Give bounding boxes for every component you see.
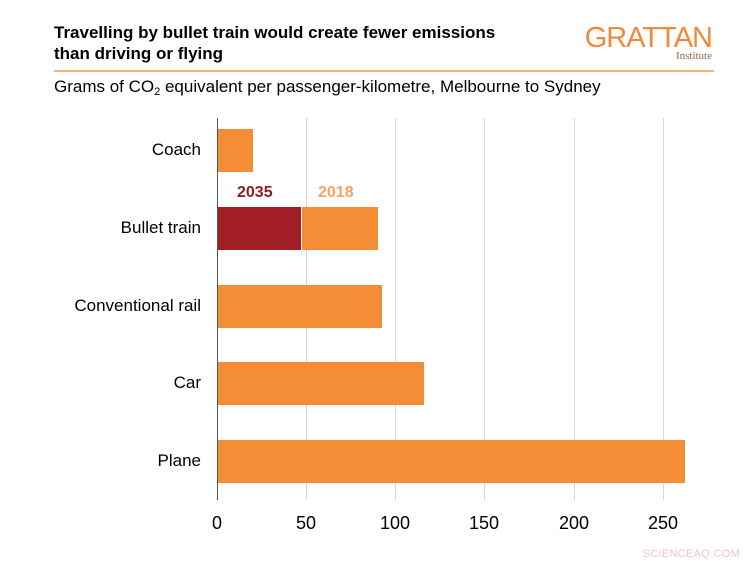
category-label-bullet-train: Bullet train	[120, 218, 201, 237]
category-label-plane: Plane	[157, 451, 201, 470]
gridline-100	[395, 118, 396, 500]
chart-title-line-1: Travelling by bullet train would create …	[54, 23, 496, 42]
bar-car-2018	[218, 362, 424, 405]
x-tick-200: 200	[558, 513, 590, 533]
x-tick-250: 250	[647, 513, 679, 533]
x-tick-150: 150	[468, 513, 500, 533]
category-label-conventional-rail: Conventional rail	[74, 296, 201, 315]
x-tick-100: 100	[379, 513, 411, 533]
gridline-200	[574, 118, 575, 500]
logo-wordmark: GRATTAN	[584, 22, 713, 54]
annotation-2018: 2018	[318, 184, 354, 201]
bar-coach-2018	[218, 129, 253, 172]
bar-conventional-rail-2018	[218, 285, 382, 328]
grattan-logo: GRATTAN Institute	[584, 22, 713, 62]
y-axis-line	[217, 118, 218, 500]
chart-title: Travelling by bullet train would create …	[54, 22, 574, 64]
chart-subtitle: Grams of CO2 equivalent per passenger-ki…	[54, 77, 601, 98]
watermark: SCIENCEAQ.COM	[642, 548, 740, 560]
subtitle-subscript: 2	[154, 86, 161, 98]
gridline-150	[484, 118, 485, 500]
x-tick-0: 0	[211, 513, 223, 533]
category-label-coach: Coach	[151, 140, 201, 159]
header-divider	[54, 70, 714, 72]
x-tick-50: 50	[295, 513, 317, 533]
bar-plane-2018	[218, 440, 685, 483]
subtitle-text-start: Grams of CO	[54, 77, 155, 96]
bar-bullet-train-2035	[218, 207, 301, 250]
subtitle-text-end: equivalent per passenger-kilometre, Melb…	[160, 77, 601, 96]
category-label-car: Car	[173, 373, 201, 392]
logo-subtext: Institute	[675, 50, 712, 62]
chart-title-line-2: than driving or flying	[54, 44, 224, 63]
bar-bullet-train-2018	[302, 207, 378, 250]
gridline-250	[663, 118, 664, 500]
annotation-2035: 2035	[237, 184, 273, 201]
